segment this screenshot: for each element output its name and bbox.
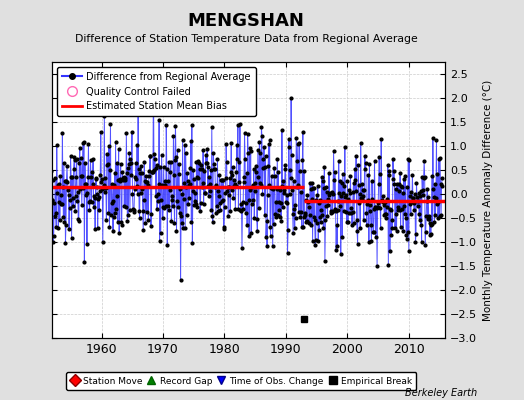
Text: Difference of Station Temperature Data from Regional Average: Difference of Station Temperature Data f…: [75, 34, 418, 44]
Legend: Difference from Regional Average, Quality Control Failed, Estimated Station Mean: Difference from Regional Average, Qualit…: [57, 67, 256, 116]
Text: MENGSHAN: MENGSHAN: [188, 12, 305, 30]
Text: Berkeley Earth: Berkeley Earth: [405, 388, 477, 398]
Legend: Station Move, Record Gap, Time of Obs. Change, Empirical Break: Station Move, Record Gap, Time of Obs. C…: [66, 372, 417, 390]
Y-axis label: Monthly Temperature Anomaly Difference (°C): Monthly Temperature Anomaly Difference (…: [483, 79, 493, 321]
